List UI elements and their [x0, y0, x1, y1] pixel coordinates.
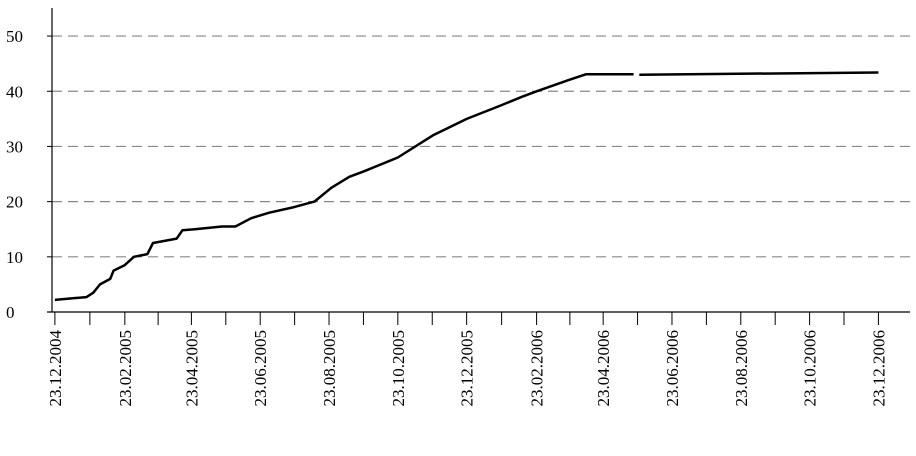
- x-tick-label: 23.04.2005: [182, 330, 201, 407]
- x-tick-label: 23.02.2006: [528, 330, 547, 407]
- y-tick-label: 10: [6, 248, 23, 267]
- x-tick-label: 23.02.2005: [116, 330, 135, 407]
- y-tick-label: 20: [6, 193, 23, 212]
- y-tick-label: 0: [6, 303, 15, 322]
- x-tick-label: 23.12.2006: [869, 330, 888, 407]
- y-tick-label: 30: [6, 137, 23, 156]
- x-tick-label: 23.12.2004: [46, 330, 65, 407]
- y-tick-label: 50: [6, 27, 23, 46]
- x-tick-label: 23.06.2006: [663, 330, 682, 407]
- x-tick-label: 23.08.2005: [320, 330, 339, 407]
- data-line: [54, 71, 879, 302]
- x-tick-label: 23.06.2005: [251, 330, 270, 407]
- x-tick-label: 23.10.2005: [389, 330, 408, 407]
- x-tick-label: 23.04.2006: [594, 330, 613, 407]
- y-tick-label: 40: [6, 82, 23, 101]
- x-tick-label: 23.12.2005: [458, 330, 477, 407]
- x-tick-label: 23.10.2006: [801, 330, 820, 407]
- x-tick-label: 23.08.2006: [732, 330, 751, 407]
